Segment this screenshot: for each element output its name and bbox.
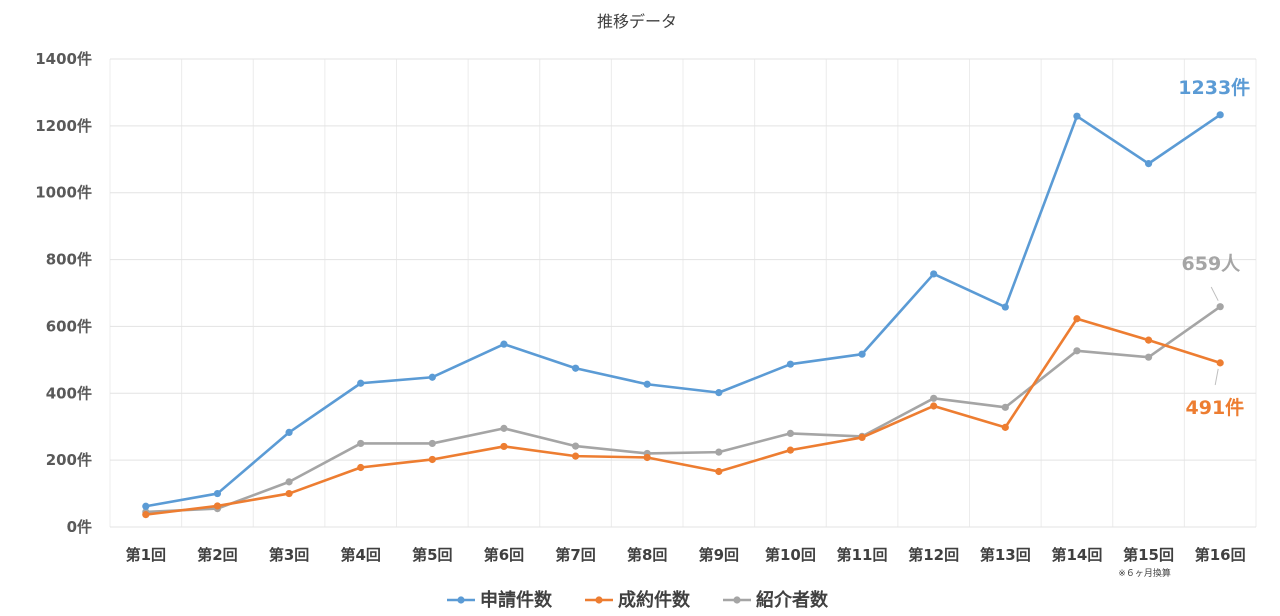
data-point — [858, 433, 866, 442]
grid — [109, 58, 1257, 528]
data-point — [500, 424, 508, 432]
data-point — [786, 446, 795, 454]
x-tick-label: 第1回 — [126, 546, 166, 564]
data-point — [285, 428, 293, 436]
leader-line — [1214, 368, 1219, 386]
x-tick-label: 第12回 — [908, 546, 959, 564]
y-tick-label: 400件 — [46, 384, 92, 402]
data-point — [500, 340, 508, 348]
data-point — [1144, 336, 1153, 344]
data-point — [930, 402, 938, 410]
annotations: 1233件 659人 491件 ※６ヶ月換算 — [1118, 76, 1250, 579]
x-tick-label: 第2回 — [197, 546, 237, 564]
series-group — [142, 111, 1224, 519]
legend-label: 紹介者数 — [756, 589, 829, 611]
y-tick-label: 0件 — [67, 518, 92, 536]
data-point — [1073, 347, 1081, 355]
leader-line — [1210, 286, 1219, 301]
y-tick-label: 1200件 — [35, 117, 92, 135]
y-tick-label: 1000件 — [35, 184, 92, 202]
data-point — [1001, 403, 1009, 411]
data-point — [213, 502, 222, 510]
data-point — [1073, 112, 1081, 120]
x-tick-label: 第15回 — [1123, 546, 1174, 564]
data-point — [428, 373, 436, 381]
x-tick-label: 第5回 — [412, 546, 452, 564]
data-point — [715, 467, 723, 476]
legend: 申請件数 成約件数 紹介者数 — [447, 589, 829, 611]
y-tick-label: 200件 — [46, 451, 92, 469]
x-tick-label: 第7回 — [555, 546, 595, 564]
data-point — [428, 455, 436, 464]
data-point — [285, 478, 293, 486]
series-line — [145, 317, 1221, 516]
data-point — [715, 389, 723, 397]
data-point — [1144, 353, 1153, 361]
footnote-text: ※６ヶ月換算 — [1118, 567, 1171, 579]
end-label-contracts: 491件 — [1186, 396, 1245, 419]
data-point — [285, 489, 293, 498]
x-tick-label: 第6回 — [484, 546, 524, 564]
data-point — [213, 489, 222, 498]
x-tick-label: 第10回 — [765, 546, 816, 564]
x-tick-label: 第13回 — [980, 546, 1031, 564]
chart-title: 推移データ — [597, 12, 677, 31]
y-tick-label: 800件 — [46, 251, 92, 269]
data-point — [858, 350, 866, 358]
x-tick-label: 第4回 — [340, 546, 380, 564]
data-point — [643, 453, 651, 462]
y-tick-label: 1400件 — [35, 50, 92, 68]
data-point — [1073, 315, 1081, 323]
x-tick-label: 第11回 — [837, 546, 888, 564]
data-point — [357, 439, 365, 448]
data-point — [1001, 423, 1009, 431]
y-tick-label: 600件 — [46, 317, 92, 335]
data-point — [357, 379, 365, 387]
data-point — [1144, 160, 1153, 168]
data-point — [643, 380, 651, 388]
x-tick-label: 第9回 — [699, 546, 739, 564]
data-point — [1216, 359, 1224, 367]
series-line — [145, 113, 1221, 508]
data-point — [930, 270, 938, 278]
x-tick-label: 第8回 — [627, 546, 667, 564]
data-point — [1001, 303, 1009, 311]
data-point — [428, 439, 436, 448]
data-point — [930, 394, 938, 402]
legend-swatch-marker — [733, 596, 741, 604]
legend-label: 成約件数 — [618, 589, 691, 611]
x-tick-label: 第3回 — [269, 546, 309, 564]
x-tick-label: 第14回 — [1052, 546, 1103, 564]
data-point — [571, 364, 580, 372]
data-point — [1216, 303, 1224, 311]
series-line — [145, 305, 1221, 514]
legend-swatch-marker — [595, 596, 603, 604]
end-label-applications: 1233件 — [1178, 76, 1250, 99]
x-tick-label: 第16回 — [1195, 546, 1246, 564]
end-label-referrers: 659人 — [1182, 253, 1242, 275]
data-point — [571, 452, 580, 460]
data-point — [500, 442, 508, 451]
x-axis-ticks: 第1回 第2回 第3回 第4回 第5回 第6回 第7回 第8回 第9回 第10回 第11回 第12回 第… — [126, 546, 1246, 564]
data-point — [786, 429, 795, 437]
data-point — [142, 511, 150, 519]
data-point — [715, 448, 723, 456]
legend-swatch-marker — [457, 596, 465, 604]
data-point — [571, 442, 580, 450]
data-point — [142, 502, 150, 510]
data-point — [786, 360, 795, 368]
legend-label: 申請件数 — [480, 589, 553, 611]
data-point — [357, 463, 365, 472]
data-point — [1216, 111, 1224, 119]
y-axis-ticks: 0件 200件 400件 600件 800件 1000件 1200件 1400件 — [35, 50, 92, 536]
